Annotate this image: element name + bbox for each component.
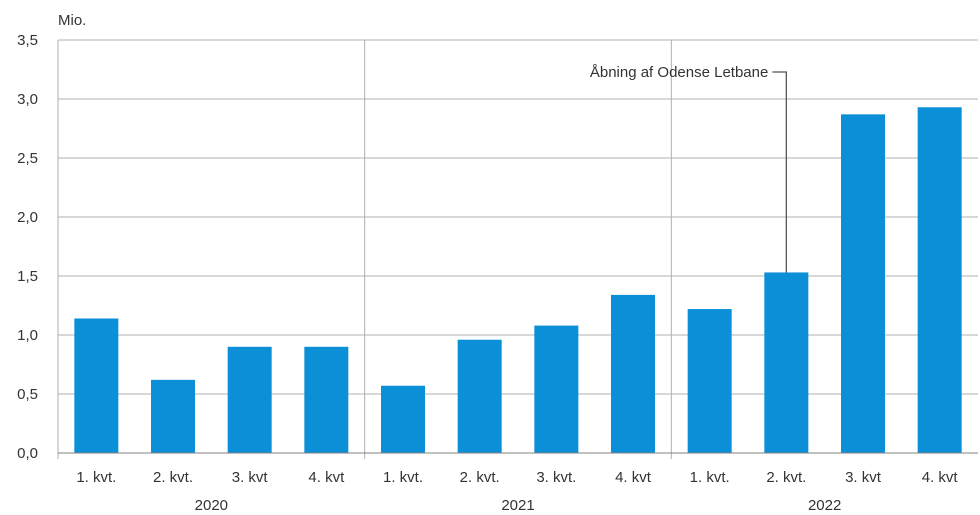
bar xyxy=(381,385,425,453)
y-tick-label: 0,0 xyxy=(17,445,38,462)
x-tick-label: 4. kvt xyxy=(308,469,345,486)
y-tick-label: 3,5 xyxy=(17,32,38,49)
x-tick-label: 2. kvt. xyxy=(460,469,500,486)
annotation-label: Åbning af Odense Letbane xyxy=(590,64,768,81)
y-tick-label: 2,0 xyxy=(17,209,38,226)
x-tick-label: 2. kvt. xyxy=(153,469,193,486)
x-group-label: 2021 xyxy=(501,497,534,514)
y-tick-label: 3,0 xyxy=(17,91,38,108)
x-tick-label: 1. kvt. xyxy=(690,469,730,486)
bar xyxy=(841,114,885,453)
bar xyxy=(74,318,119,453)
bar xyxy=(917,107,962,453)
x-tick-label: 2. kvt. xyxy=(766,469,806,486)
x-tick-label: 4. kvt xyxy=(922,469,959,486)
y-tick-label: 1,0 xyxy=(17,327,38,344)
bar xyxy=(534,325,579,453)
x-tick-label: 3. kvt xyxy=(232,469,269,486)
bar xyxy=(687,309,732,453)
y-tick-label: 2,5 xyxy=(17,150,38,167)
y-tick-label: 0,5 xyxy=(17,386,38,403)
annotation-leader-line xyxy=(772,71,787,273)
x-tick-label: 1. kvt. xyxy=(76,469,116,486)
x-tick-label: 3. kvt xyxy=(845,469,882,486)
bar xyxy=(227,346,272,453)
x-tick-label: 4. kvt xyxy=(615,469,652,486)
bar xyxy=(457,339,502,453)
x-group-label: 2020 xyxy=(195,497,228,514)
y-axis-unit-label: Mio. xyxy=(58,12,87,29)
bar xyxy=(151,379,195,453)
bar xyxy=(304,346,349,453)
bar xyxy=(611,294,655,453)
x-tick-label: 3. kvt. xyxy=(536,469,576,486)
x-tick-label: 1. kvt. xyxy=(383,469,423,486)
bar xyxy=(764,272,809,453)
y-tick-label: 1,5 xyxy=(17,268,38,285)
x-group-label: 2022 xyxy=(808,497,841,514)
